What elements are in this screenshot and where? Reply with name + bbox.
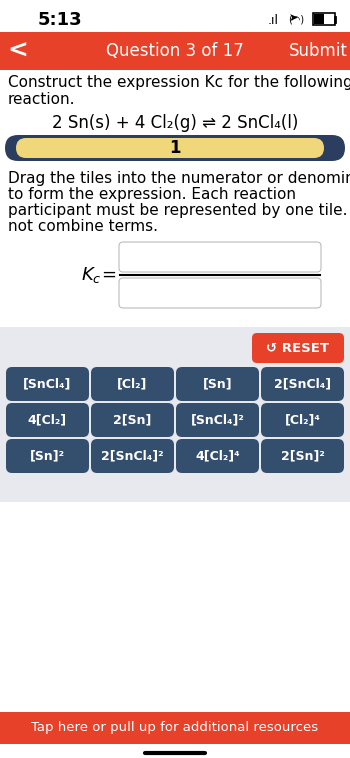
Text: 4[Cl₂]: 4[Cl₂] [28,414,67,427]
Text: 2[Sn]: 2[Sn] [113,414,152,427]
FancyBboxPatch shape [176,367,259,401]
Text: 2[SnCl₄]: 2[SnCl₄] [274,377,331,390]
FancyBboxPatch shape [6,439,89,473]
FancyBboxPatch shape [261,403,344,437]
Text: [Cl₂]: [Cl₂] [117,377,148,390]
FancyBboxPatch shape [176,403,259,437]
FancyBboxPatch shape [0,32,350,70]
FancyBboxPatch shape [119,278,321,308]
Text: not combine terms.: not combine terms. [8,219,158,234]
FancyBboxPatch shape [252,333,344,363]
FancyBboxPatch shape [6,367,89,401]
Text: 4[Cl₂]⁴: 4[Cl₂]⁴ [195,449,240,462]
Text: 5:13: 5:13 [38,11,82,29]
Text: reaction.: reaction. [8,92,76,107]
Text: 1: 1 [169,139,181,157]
FancyBboxPatch shape [119,242,321,272]
Text: =: = [101,266,116,284]
Text: Tap here or pull up for additional resources: Tap here or pull up for additional resou… [32,722,318,735]
FancyBboxPatch shape [91,439,174,473]
FancyBboxPatch shape [91,367,174,401]
FancyBboxPatch shape [176,439,259,473]
Text: [SnCl₄]: [SnCl₄] [23,377,72,390]
FancyBboxPatch shape [0,712,350,744]
Text: [Sn]: [Sn] [203,377,232,390]
FancyBboxPatch shape [6,403,89,437]
Text: ↺ RESET: ↺ RESET [266,342,329,355]
FancyBboxPatch shape [16,138,324,158]
Text: [SnCl₄]²: [SnCl₄]² [190,414,244,427]
FancyBboxPatch shape [261,367,344,401]
Text: $K_c$: $K_c$ [82,265,102,285]
Text: [Sn]²: [Sn]² [30,449,65,462]
Text: .ıl: .ıl [268,14,279,27]
Text: 2[SnCl₄]²: 2[SnCl₄]² [101,449,164,462]
FancyBboxPatch shape [314,14,324,24]
FancyBboxPatch shape [91,403,174,437]
FancyBboxPatch shape [0,327,350,502]
Text: 2 Sn(s) + 4 Cl₂(g) ⇌ 2 SnCl₄(l): 2 Sn(s) + 4 Cl₂(g) ⇌ 2 SnCl₄(l) [52,114,298,132]
Text: (◠): (◠) [288,15,304,25]
FancyBboxPatch shape [261,439,344,473]
Text: Drag the tiles into the numerator or denominator: Drag the tiles into the numerator or den… [8,171,350,186]
Text: ➤: ➤ [289,13,298,23]
Text: Question 3 of 17: Question 3 of 17 [106,42,244,60]
Text: Construct the expression Kc for the following: Construct the expression Kc for the foll… [8,76,350,90]
Text: 2[Sn]²: 2[Sn]² [281,449,324,462]
Text: <: < [8,39,28,63]
Text: Submit: Submit [288,42,348,60]
Text: [Cl₂]⁴: [Cl₂]⁴ [285,414,321,427]
Text: participant must be represented by one tile. Do: participant must be represented by one t… [8,203,350,218]
FancyBboxPatch shape [5,135,345,161]
Text: to form the expression. Each reaction: to form the expression. Each reaction [8,187,296,202]
